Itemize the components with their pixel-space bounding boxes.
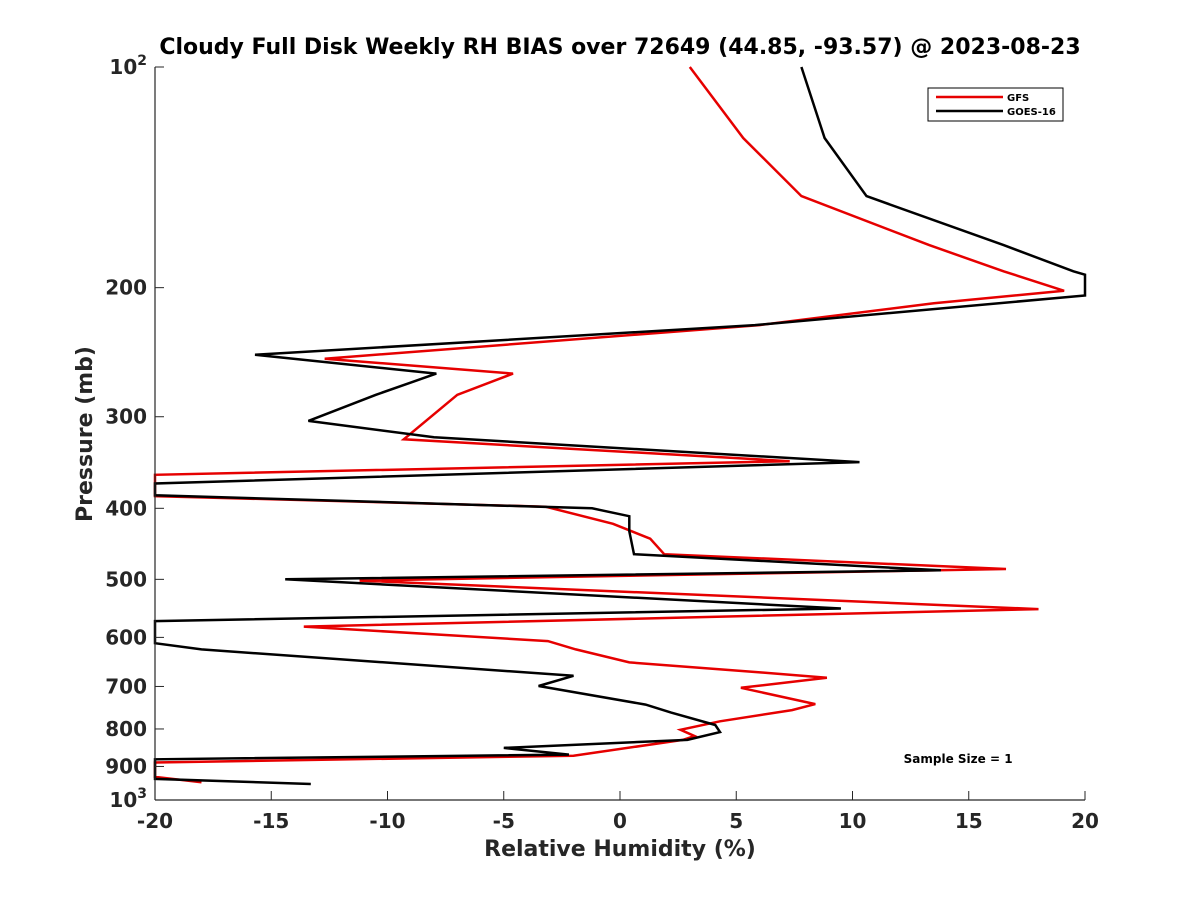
x-tick-label: 5 [729, 809, 743, 833]
legend-label-goes-16: GOES-16 [1007, 107, 1056, 118]
y-tick-label: 900 [105, 754, 147, 778]
y-tick-label: 800 [105, 717, 147, 741]
x-axis-ticks: -20 -15 -10 -5 0 5 10 15 20 [137, 791, 1099, 833]
sample-size-annotation: Sample Size = 1 [904, 752, 1013, 766]
chart-title: Cloudy Full Disk Weekly RH BIAS over 726… [159, 35, 1080, 60]
plot-background [155, 67, 1085, 800]
x-tick-label: -5 [493, 809, 515, 833]
legend: GFS GOES-16 [927, 87, 1064, 122]
y-tick-label: 400 [105, 496, 147, 520]
legend-box [927, 87, 1064, 122]
plot-area [153, 66, 1087, 801]
series-line-gfs [153, 66, 1065, 784]
y-tick-label: 300 [105, 405, 147, 429]
x-tick-label: -10 [369, 809, 405, 833]
x-tick-label: 15 [955, 809, 983, 833]
y-tick-label: 102 [109, 53, 147, 79]
series-layer [153, 66, 1087, 786]
x-tick-label: -15 [253, 809, 289, 833]
y-axis-ticks: 102 200 300 400 500 600 700 800 900 103 [105, 53, 164, 812]
legend-label-gfs: GFS [1007, 93, 1029, 104]
series-line-goes-16 [153, 66, 1087, 786]
y-tick-label: 500 [105, 567, 147, 591]
y-tick-label: 200 [105, 276, 147, 300]
y-tick-label: 700 [105, 674, 147, 698]
x-tick-label: 10 [839, 809, 867, 833]
x-tick-label: 0 [613, 809, 627, 833]
y-tick-label: 600 [105, 625, 147, 649]
x-axis-label: Relative Humidity (%) [484, 837, 756, 862]
y-axis-label: Pressure (mb) [73, 346, 98, 522]
x-tick-label: 20 [1071, 809, 1099, 833]
x-tick-label: -20 [137, 809, 173, 833]
y-tick-label: 103 [109, 786, 147, 812]
